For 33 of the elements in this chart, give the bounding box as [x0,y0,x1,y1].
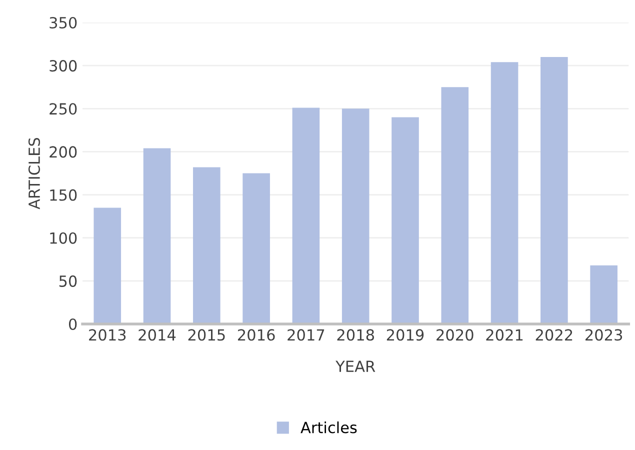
bar [540,56,568,324]
legend-label: Articles [300,421,357,434]
y-axis-title: ARTICLES [28,138,40,210]
y-tick-label: 350 [50,16,77,29]
bar [590,265,618,324]
x-tick-label: 2018 [337,329,374,341]
x-tick-label: 2015 [188,329,225,341]
x-tick-label: 2013 [89,329,126,341]
bar [490,62,518,324]
x-tick-label: 2017 [288,329,324,341]
y-tick-label: 50 [59,275,77,287]
bar [441,87,469,324]
y-tick-label: 100 [50,232,77,244]
x-axis-title: YEAR [336,360,376,372]
y-tick-label: 0 [68,318,77,330]
bar [193,167,220,324]
y-tick-label: 150 [50,189,77,201]
x-tick-label: 2016 [238,329,275,341]
bar [94,208,122,324]
x-tick-label: 2022 [536,329,572,341]
bar [292,108,320,324]
y-tick-label: 250 [50,103,77,115]
bar [392,117,419,324]
bar [242,173,270,324]
bar [342,108,370,324]
x-tick-label: 2020 [436,329,474,341]
x-tick-label: 2014 [138,329,176,341]
y-tick-label: 200 [50,146,77,158]
x-tick-label: 2021 [486,329,523,341]
x-tick-label: 2019 [386,329,424,341]
x-tick-label: 2023 [586,329,622,341]
y-tick-label: 300 [50,60,77,72]
bar [143,148,171,324]
